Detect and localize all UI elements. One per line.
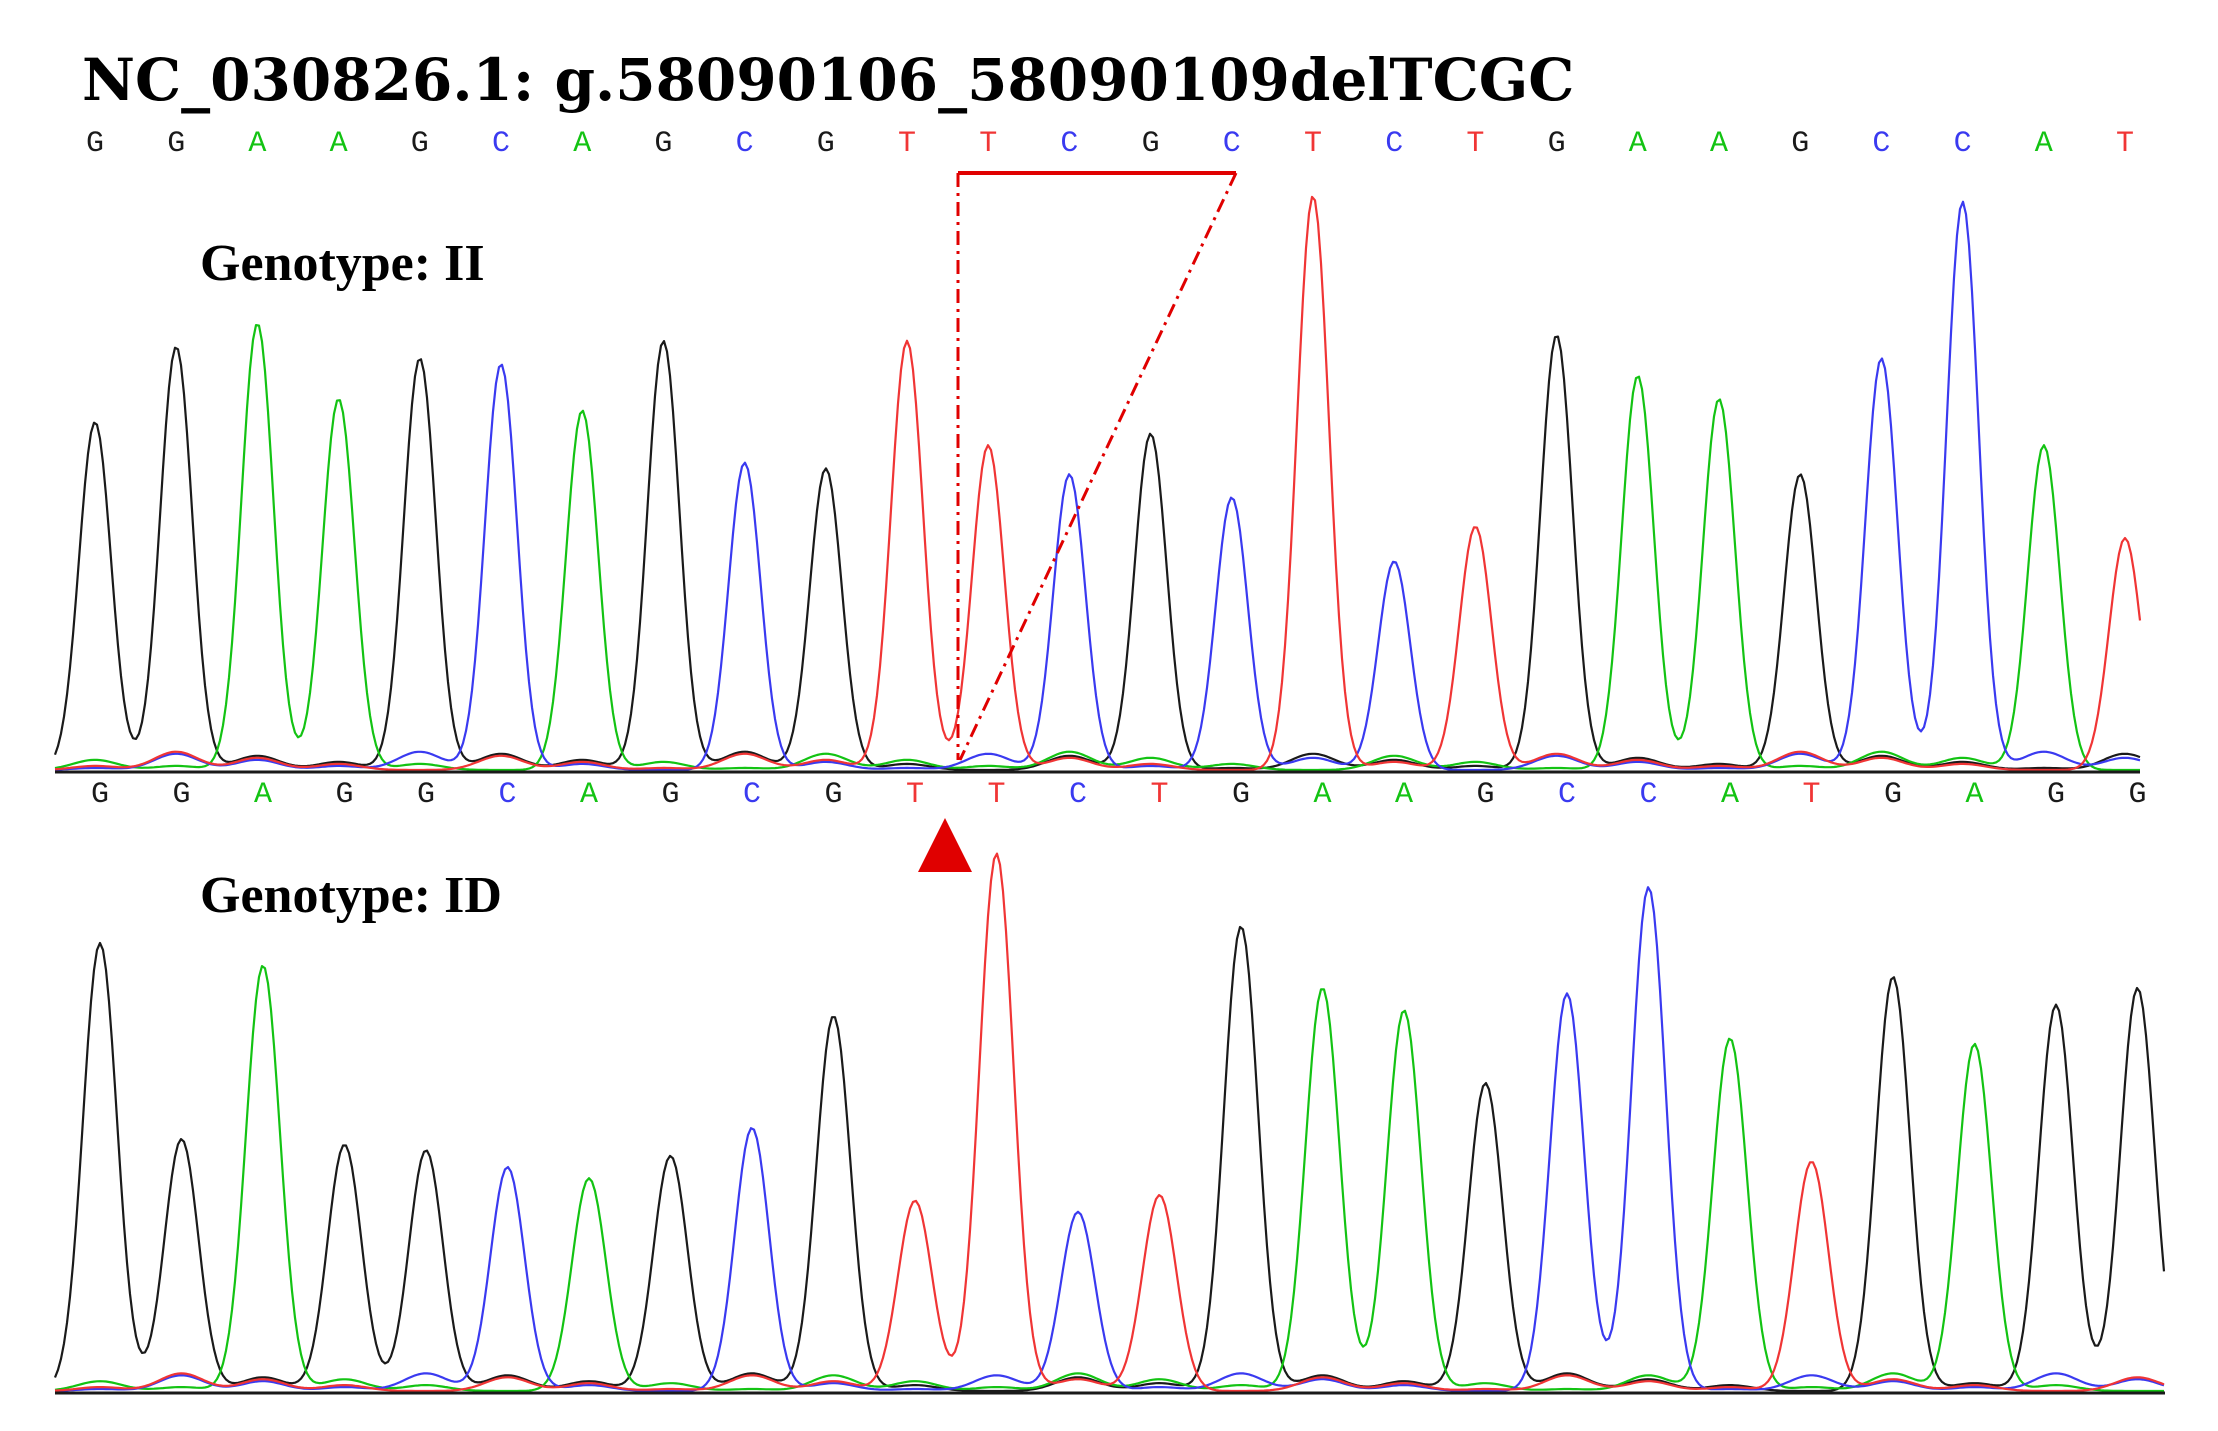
base-call-1-23: C	[1872, 127, 1890, 161]
base-call-2-4: G	[335, 778, 353, 812]
base-call-1-17: C	[1385, 127, 1403, 161]
base-call-1-10: G	[817, 127, 835, 161]
deletion-annotation	[918, 171, 1238, 872]
base-call-1-12: T	[979, 127, 997, 161]
base-call-2-13: C	[1069, 778, 1087, 812]
base-call-1-13: C	[1060, 127, 1078, 161]
base-call-2-9: C	[743, 778, 761, 812]
deletion-dashdot-right	[958, 172, 1238, 761]
base-call-2-2: G	[172, 778, 190, 812]
base-call-1-6: C	[492, 127, 510, 161]
base-call-2-19: C	[1558, 778, 1576, 812]
base-call-1-18: T	[1466, 127, 1484, 161]
genotype-id-label: Genotype: ID	[200, 867, 502, 924]
base-call-1-26: T	[2116, 127, 2134, 161]
variant-title: NC_030826.1: g.58090106_58090109delTCGC	[82, 46, 1574, 114]
base-call-2-15: G	[1232, 778, 1250, 812]
base-call-2-8: G	[661, 778, 679, 812]
base-call-2-10: G	[824, 778, 842, 812]
base-call-1-7: A	[573, 127, 591, 161]
base-call-1-19: G	[1548, 127, 1566, 161]
base-call-1-24: C	[1954, 127, 1972, 161]
trace-A-panel-1	[54, 324, 2140, 772]
base-call-1-4: A	[330, 127, 348, 161]
base-call-2-3: A	[254, 778, 272, 812]
trace-C-panel-2	[54, 886, 2165, 1393]
base-call-1-1: G	[86, 127, 104, 161]
deletion-site-arrow	[918, 818, 972, 872]
base-call-1-21: A	[1710, 127, 1728, 161]
base-call-2-6: C	[498, 778, 516, 812]
base-call-2-22: T	[1802, 778, 1820, 812]
trace-T-panel-2	[54, 852, 2165, 1393]
base-call-2-16: A	[1313, 778, 1331, 812]
base-call-1-22: G	[1791, 127, 1809, 161]
base-call-1-3: A	[248, 127, 266, 161]
base-call-2-7: A	[580, 778, 598, 812]
base-call-2-23: G	[1884, 778, 1902, 812]
base-call-1-5: G	[411, 127, 429, 161]
base-call-1-2: G	[167, 127, 185, 161]
base-call-1-15: C	[1223, 127, 1241, 161]
genotype-ii-label: Genotype: II	[200, 235, 485, 292]
chromatogram-trace-genotype-id	[53, 852, 2166, 1393]
base-call-2-14: T	[1150, 778, 1168, 812]
base-call-2-24: A	[1965, 778, 1983, 812]
base-call-2-21: A	[1721, 778, 1739, 812]
base-call-2-5: G	[417, 778, 435, 812]
base-call-2-20: C	[1639, 778, 1657, 812]
trace-C-panel-1	[54, 200, 2141, 772]
trace-A-panel-2	[54, 965, 2164, 1393]
base-call-1-9: C	[736, 127, 754, 161]
base-call-2-17: A	[1395, 778, 1413, 812]
base-call-2-12: T	[987, 778, 1005, 812]
base-call-1-11: T	[898, 127, 916, 161]
base-call-1-25: A	[2035, 127, 2053, 161]
chromatogram-trace-genotype-ii	[53, 195, 2142, 772]
base-call-1-14: G	[1142, 127, 1160, 161]
base-call-2-1: G	[91, 778, 109, 812]
base-call-2-25: G	[2047, 778, 2065, 812]
base-call-1-16: T	[1304, 127, 1322, 161]
trace-T-panel-1	[54, 195, 2142, 772]
base-call-2-11: T	[906, 778, 924, 812]
base-call-1-8: G	[654, 127, 672, 161]
base-call-2-26: G	[2128, 778, 2146, 812]
base-call-2-18: G	[1476, 778, 1494, 812]
base-call-1-20: A	[1629, 127, 1647, 161]
trace-G-panel-2	[53, 925, 2166, 1393]
